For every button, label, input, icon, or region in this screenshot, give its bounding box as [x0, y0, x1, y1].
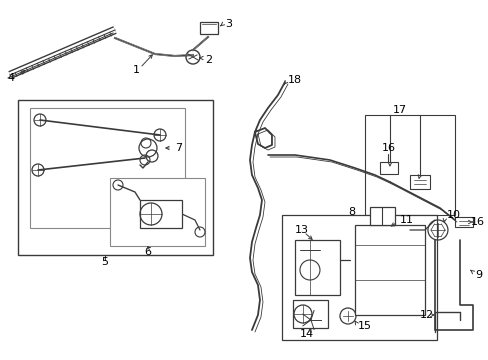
Text: 11: 11: [399, 215, 413, 225]
Text: 13: 13: [294, 225, 308, 235]
Bar: [292, 300, 327, 328]
Bar: [30, 108, 184, 228]
Bar: [454, 217, 472, 227]
Text: 7: 7: [175, 143, 182, 153]
Text: 9: 9: [474, 270, 481, 280]
Text: 16: 16: [470, 217, 484, 227]
Text: 10: 10: [446, 210, 460, 220]
Text: 8: 8: [347, 207, 355, 217]
Text: 12: 12: [419, 310, 433, 320]
Text: 6: 6: [144, 247, 151, 257]
Text: 15: 15: [357, 321, 371, 331]
Text: 2: 2: [204, 55, 212, 65]
Text: 14: 14: [299, 329, 313, 339]
Text: 18: 18: [287, 75, 302, 85]
Bar: [369, 207, 394, 225]
Bar: [110, 178, 204, 246]
Text: 5: 5: [102, 257, 108, 267]
Bar: [140, 200, 182, 228]
Text: 17: 17: [392, 105, 406, 115]
Text: 3: 3: [224, 19, 231, 29]
Bar: [379, 162, 397, 174]
Bar: [409, 175, 429, 189]
Text: 4: 4: [7, 73, 14, 83]
Bar: [294, 240, 339, 295]
Text: 1: 1: [133, 65, 140, 75]
Bar: [364, 115, 454, 215]
Bar: [354, 225, 424, 315]
Text: 16: 16: [381, 143, 395, 153]
Bar: [282, 215, 436, 340]
Bar: [18, 100, 213, 255]
Bar: [200, 22, 218, 34]
